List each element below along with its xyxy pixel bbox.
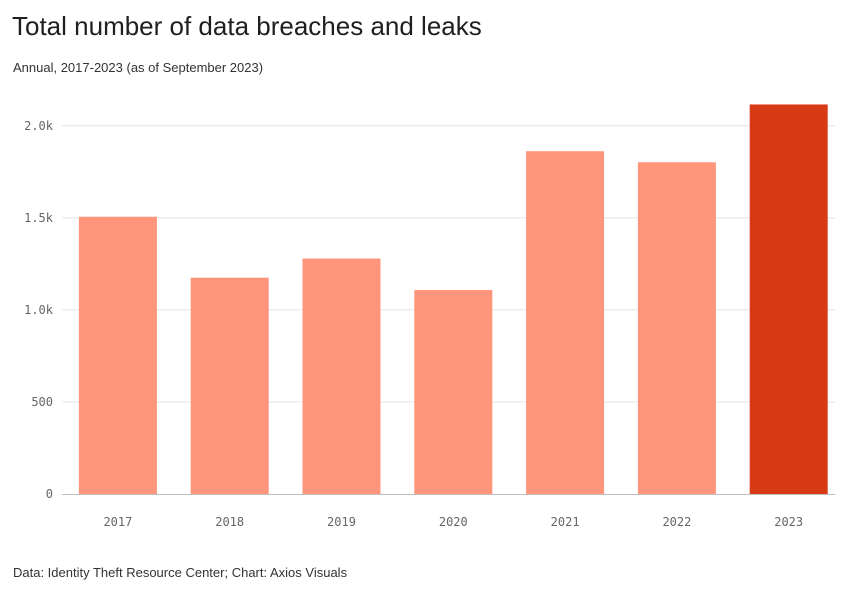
- x-tick-label: 2021: [551, 515, 580, 529]
- y-tick-label: 500: [31, 395, 53, 409]
- bar-2019: [302, 258, 381, 494]
- chart-title: Total number of data breaches and leaks: [12, 11, 482, 41]
- source-note: Data: Identity Theft Resource Center; Ch…: [13, 565, 348, 580]
- x-tick-label: 2019: [327, 515, 356, 529]
- y-tick-label: 1.5k: [24, 211, 54, 225]
- x-tick-label: 2017: [103, 515, 132, 529]
- x-tick-label: 2023: [774, 515, 803, 529]
- bar-2017: [78, 216, 157, 494]
- bar-2023: [749, 104, 828, 494]
- y-tick-label: 1.0k: [24, 303, 54, 317]
- bar-2022: [637, 162, 716, 494]
- x-axis: 2017 2018 2019 2020 2021 2022 2023: [103, 515, 803, 529]
- x-tick-label: 2022: [662, 515, 691, 529]
- x-tick-label: 2018: [215, 515, 244, 529]
- y-tick-label: 0: [46, 487, 53, 501]
- chart-subtitle: Annual, 2017-2023 (as of September 2023): [13, 60, 264, 75]
- bars: [78, 104, 828, 494]
- y-axis: 0 500 1.0k 1.5k 2.0k: [24, 119, 54, 501]
- bar-2021: [526, 151, 605, 494]
- y-tick-label: 2.0k: [24, 119, 54, 133]
- bar-2020: [414, 290, 493, 494]
- x-tick-label: 2020: [439, 515, 468, 529]
- bar-2018: [190, 277, 269, 494]
